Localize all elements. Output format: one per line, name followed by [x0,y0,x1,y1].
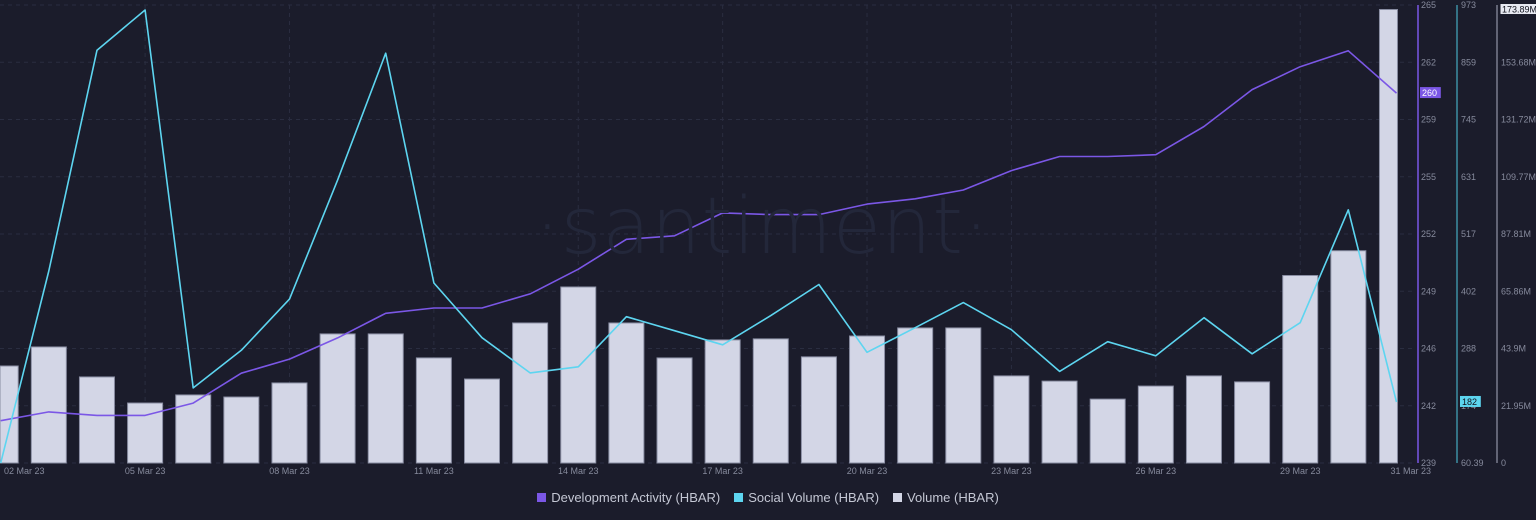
social-axis-tick: 60.39 [1461,458,1484,468]
volume-bar[interactable] [1282,275,1319,464]
line-series [0,9,1398,464]
volume-axis-tick: 65.86M [1501,286,1531,296]
volume-bar[interactable] [271,382,308,464]
social-axis-tick: 402 [1461,286,1476,296]
social-volume-line[interactable] [0,9,1398,464]
x-axis-tick: 11 Mar 23 [414,466,454,476]
volume-axis-tick: 109.77M [1501,172,1536,182]
volume-bar[interactable] [849,335,886,464]
legend-label: Social Volume (HBAR) [748,490,880,505]
x-axis-tick: 29 Mar 23 [1280,466,1321,476]
x-axis-tick: 05 Mar 23 [125,466,166,476]
volume-bar[interactable] [897,327,934,464]
volume-axis-tick: 43.9M [1501,344,1526,354]
volume-bar[interactable] [704,339,741,464]
volume-bar[interactable] [367,333,404,464]
x-axis-tick: 17 Mar 23 [702,466,743,476]
dev-axis-tick: 265 [1421,0,1436,10]
volume-axis-tick: 153.68M [1501,57,1536,67]
svg-text:173.89M: 173.89M [1502,5,1536,15]
volume-bar[interactable] [78,376,115,464]
volume-bar[interactable] [1089,398,1126,464]
volume-bar[interactable] [945,327,982,464]
svg-text:260: 260 [1422,88,1437,98]
legend-label: Volume (HBAR) [907,490,999,505]
dev-axis-tick: 252 [1421,229,1436,239]
dev-axis-tick: 262 [1421,57,1436,67]
dev-axis-tick: 239 [1421,458,1436,468]
legend-item-social-volume[interactable]: Social Volume (HBAR) [734,490,879,505]
social-axis-tick: 859 [1461,57,1476,67]
dev-activity-line[interactable] [0,49,1398,422]
volume-bars [0,9,1398,464]
social-axis-tick: 517 [1461,229,1476,239]
volume-axis-tick: 131.72M [1501,115,1536,125]
volume-bar[interactable] [464,378,500,464]
legend-item-dev-activity[interactable]: Development Activity (HBAR) [537,490,720,505]
volume-bar[interactable] [0,365,19,464]
social-axis-tick: 745 [1461,115,1476,125]
x-axis-tick: 08 Mar 23 [269,466,310,476]
volume-bar[interactable] [800,356,837,464]
social-current-value-badge: 182 [1460,395,1481,407]
x-axis-tick: 23 Mar 23 [991,466,1032,476]
volume-bar[interactable] [415,357,452,464]
dev-axis-tick: 246 [1421,344,1436,354]
volume-bar[interactable] [30,346,67,464]
dev-axis-tick: 242 [1421,401,1436,411]
legend-label: Development Activity (HBAR) [551,490,721,505]
chart-legend: Development Activity (HBAR) Social Volum… [0,490,1536,505]
social-axis-tick: 288 [1461,344,1476,354]
dev-axis-tick: 249 [1421,286,1436,296]
volume-axis-tick: 0 [1501,458,1506,468]
y-axes: 265 262 259 255 252 249 246 242 239 260 973 859 745 6… [1417,0,1536,468]
social-axis-tick: 973 [1461,0,1476,10]
svg-text:182: 182 [1462,397,1477,407]
volume-axis-tick: 21.95M [1501,401,1531,411]
volume-current-value-badge: 173.89M [1499,3,1536,16]
x-axis-tick: 14 Mar 23 [558,466,599,476]
volume-bar[interactable] [752,338,789,464]
volume-bar[interactable] [1185,375,1222,464]
volume-bar[interactable] [656,357,693,464]
volume-bar[interactable] [608,322,645,464]
x-axis-tick: 31 Mar 23 [1390,466,1431,476]
volume-axis-tick: 87.81M [1501,229,1531,239]
dev-activity-swatch-icon [537,493,547,502]
volume-bar[interactable] [319,333,356,464]
x-axis-tick: 02 Mar 23 [4,466,45,476]
volume-bar[interactable] [1330,250,1367,464]
legend-item-volume[interactable]: Volume (HBAR) [893,490,999,505]
volume-bar[interactable] [993,375,1030,464]
social-volume-swatch-icon [734,493,744,502]
volume-swatch-icon [893,493,903,502]
volume-bar[interactable] [1137,385,1174,464]
x-axis: 02 Mar 23 05 Mar 23 08 Mar 23 11 Mar 23 14 M… [4,466,1431,476]
volume-bar[interactable] [560,286,597,464]
volume-bar[interactable] [1234,381,1271,464]
dev-axis-tick: 255 [1421,172,1436,182]
x-axis-tick: 26 Mar 23 [1136,466,1177,476]
social-axis-tick: 631 [1461,172,1476,182]
x-axis-tick: 20 Mar 23 [847,466,888,476]
volume-bar[interactable] [223,396,260,464]
volume-bar[interactable] [1041,380,1078,464]
dev-current-value-badge: 260 [1420,87,1441,99]
volume-bar[interactable] [512,322,549,464]
dev-axis-tick: 259 [1421,115,1436,125]
volume-bar[interactable] [175,394,212,464]
santiment-watermark: ·santiment· [535,182,990,272]
